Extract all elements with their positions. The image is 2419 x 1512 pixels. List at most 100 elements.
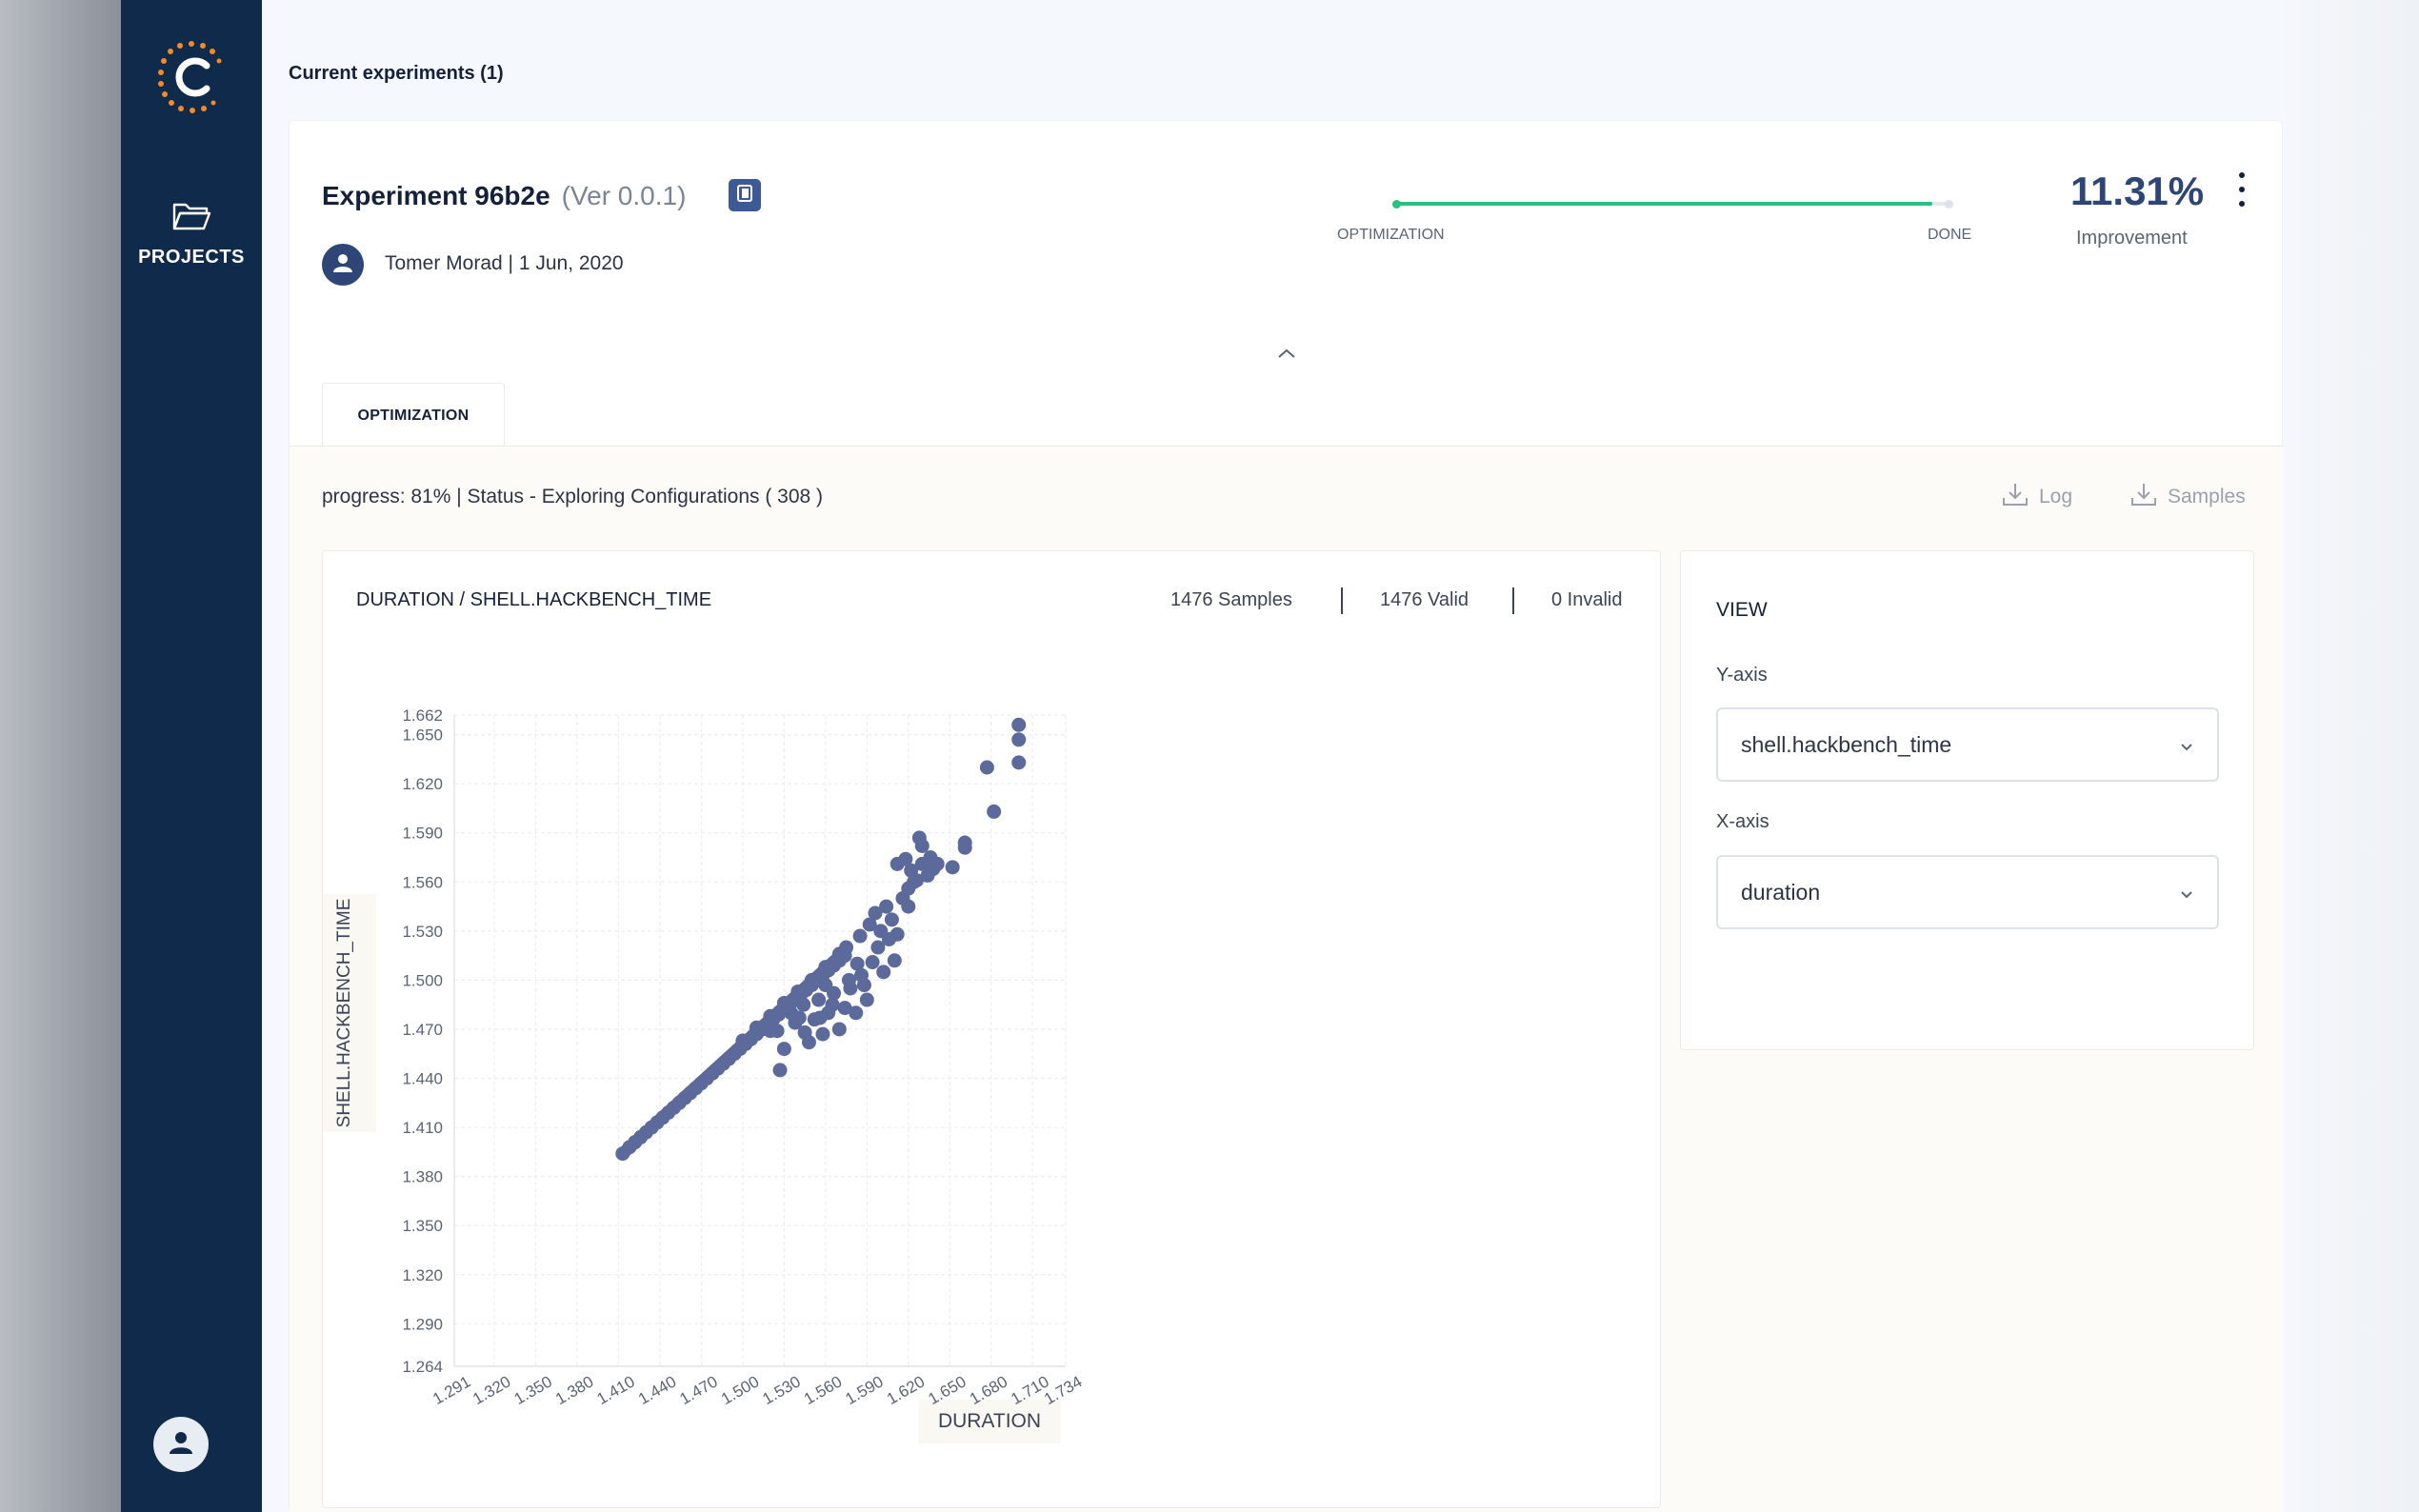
tab-optimization[interactable]: OPTIMIZATION <box>322 383 505 448</box>
stat-divider <box>1341 587 1343 614</box>
scatter-point <box>898 851 913 866</box>
x-axis-select[interactable]: duration <box>1716 855 2219 929</box>
scatter-point <box>884 912 899 927</box>
scatter-point <box>1011 732 1027 747</box>
download-samples-button[interactable]: Samples <box>2129 481 2246 513</box>
x-tick-label: 1.350 <box>511 1372 555 1408</box>
experiment-version: (Ver 0.0.1) <box>561 181 687 210</box>
x-tick-label: 1.320 <box>470 1372 513 1408</box>
scatter-point <box>890 926 905 942</box>
scatter-point <box>815 1026 830 1042</box>
stage-progress-fill <box>1396 202 1932 206</box>
author-avatar <box>322 244 364 286</box>
x-tick-label: 1.680 <box>967 1372 1010 1408</box>
scatter-point <box>735 1033 750 1048</box>
x-tick-label: 1.440 <box>635 1372 679 1408</box>
kebab-dot <box>2239 172 2245 178</box>
x-axis-label: DURATION <box>937 1410 1042 1432</box>
scatter-point <box>841 972 856 987</box>
chevron-up-icon[interactable] <box>1274 346 1299 361</box>
scatter-point <box>790 984 806 999</box>
scatter-point <box>776 1042 791 1057</box>
scatter-point <box>763 1008 778 1024</box>
y-tick-label: 1.650 <box>402 726 443 745</box>
y-tick-label: 1.264 <box>402 1358 443 1376</box>
scatter-point <box>914 838 930 853</box>
kebab-dot <box>2239 201 2245 207</box>
stage-start-label: OPTIMIZATION <box>1337 227 1445 243</box>
y-tick-label: 1.620 <box>402 775 443 793</box>
scatter-point <box>772 1063 788 1078</box>
scatter-point <box>873 924 889 939</box>
stage-end-label: DONE <box>1928 227 1972 243</box>
more-options-button[interactable] <box>2232 170 2251 209</box>
scatter-point <box>1011 717 1027 732</box>
view-title: VIEW <box>1716 599 1768 621</box>
scatter-point <box>818 960 833 975</box>
y-tick-label: 1.530 <box>402 923 443 941</box>
scatter-point <box>979 760 994 775</box>
y-axis-select[interactable]: shell.hackbench_time <box>1716 707 2219 782</box>
scatter-point <box>749 1022 764 1037</box>
download-icon <box>2001 481 2029 513</box>
scatter-point <box>831 1022 847 1037</box>
progress-status: progress: 81% | Status - Exploring Confi… <box>322 486 824 507</box>
experiment-card: Experiment 96b2e (Ver 0.0.1) Tomer Morad … <box>289 120 2284 1512</box>
main-content: Current experiments (1) Experiment 96b2e… <box>262 0 2286 1512</box>
scatter-plot[interactable]: 1.2641.2901.3201.3501.3801.4101.4401.470… <box>323 551 1662 1509</box>
y-axis-field-label: Y-axis <box>1716 665 1768 686</box>
user-menu-button[interactable] <box>153 1417 209 1472</box>
y-axis-label: SHELL.HACKBENCH_TIME <box>334 899 354 1128</box>
samples-count: 1476 Samples <box>1170 589 1292 610</box>
scatter-point <box>957 835 972 850</box>
scatter-point <box>818 978 833 993</box>
scatter-point <box>876 965 891 980</box>
scatter-point <box>856 978 871 993</box>
scatter-point <box>837 1001 852 1016</box>
y-axis-label-box <box>323 894 376 1132</box>
x-tick-label: 1.500 <box>718 1372 762 1408</box>
scatter-point <box>870 940 886 955</box>
experiment-name: Experiment 96b2e <box>322 181 550 210</box>
scatter-point <box>850 956 865 971</box>
scatter-point <box>788 1015 803 1030</box>
y-tick-label: 1.380 <box>402 1168 443 1186</box>
scatter-point <box>852 928 868 944</box>
sidebar-item-projects[interactable]: PROJECTS <box>121 200 262 286</box>
experiment-title: Experiment 96b2e (Ver 0.0.1) <box>322 181 686 211</box>
c-logo-icon[interactable] <box>151 36 231 116</box>
author-date: Tomer Morad | 1 Jun, 2020 <box>385 252 624 274</box>
scatter-point <box>865 955 880 970</box>
x-tick-label: 1.410 <box>594 1372 638 1408</box>
y-tick-label: 1.440 <box>402 1070 443 1088</box>
scatter-point <box>907 874 922 889</box>
copy-button[interactable] <box>729 179 761 211</box>
stage-end-dot <box>1945 200 1953 209</box>
scatter-point <box>868 905 883 921</box>
chevron-down-icon <box>2179 880 2194 905</box>
left-backdrop <box>0 0 121 1512</box>
x-axis-select-value: duration <box>1741 879 1821 905</box>
x-axis-label-box: DURATION <box>918 1400 1061 1443</box>
x-tick-label: 1.291 <box>430 1372 473 1408</box>
download-log-button[interactable]: Log <box>2001 481 2072 513</box>
improvement-value: 11.31% <box>2070 169 2205 213</box>
scatter-point <box>987 804 1002 819</box>
scatter-point <box>825 997 840 1012</box>
x-tick-label: 1.560 <box>801 1372 845 1408</box>
y-axis-select-value: shell.hackbench_time <box>1741 731 1952 757</box>
scatter-point <box>812 1010 828 1025</box>
y-tick-label: 1.410 <box>402 1119 443 1137</box>
scatter-point <box>804 972 819 987</box>
view-panel: VIEW Y-axis shell.hackbench_time X-axis … <box>1680 550 2254 1050</box>
x-axis-field-label: X-axis <box>1716 811 1769 832</box>
scatter-point <box>859 992 874 1007</box>
improvement-label: Improvement <box>2076 228 2188 249</box>
sidebar-item-label: PROJECTS <box>138 247 245 268</box>
stage-start-dot <box>1392 200 1401 209</box>
valid-count: 1476 Valid <box>1380 589 1469 610</box>
scatter-point <box>1011 755 1027 770</box>
scatter-point <box>763 1024 778 1039</box>
chart-title: DURATION / SHELL.HACKBENCH_TIME <box>356 589 712 610</box>
x-tick-label: 1.530 <box>759 1372 803 1408</box>
